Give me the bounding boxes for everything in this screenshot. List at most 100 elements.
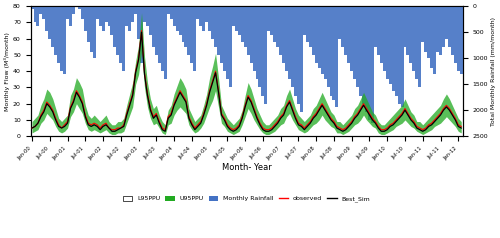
Bar xyxy=(276,6,279,47)
Bar xyxy=(110,6,114,35)
Bar xyxy=(285,6,288,71)
Bar xyxy=(46,6,48,30)
Bar xyxy=(149,6,152,35)
Bar xyxy=(282,6,285,63)
Bar xyxy=(66,6,69,19)
Bar xyxy=(374,6,377,47)
Bar xyxy=(36,6,40,26)
Bar xyxy=(172,6,176,26)
Bar xyxy=(78,6,81,10)
Bar xyxy=(353,6,356,79)
Bar xyxy=(164,6,166,79)
Bar xyxy=(158,6,161,63)
Bar xyxy=(69,6,72,26)
Bar xyxy=(348,6,350,63)
Bar xyxy=(368,6,371,120)
Bar xyxy=(48,6,51,39)
Bar xyxy=(377,6,380,55)
Bar xyxy=(57,6,60,63)
Bar xyxy=(330,6,332,95)
Bar xyxy=(445,6,448,39)
Bar xyxy=(306,6,309,42)
Bar xyxy=(202,6,205,30)
Bar xyxy=(371,6,374,123)
Bar xyxy=(140,6,143,63)
Bar xyxy=(240,6,244,42)
Bar xyxy=(332,6,336,100)
Bar xyxy=(268,6,270,30)
Bar xyxy=(365,6,368,112)
Bar xyxy=(235,6,238,30)
Bar xyxy=(220,6,223,63)
Bar xyxy=(226,6,229,79)
Bar xyxy=(232,6,235,26)
Bar xyxy=(92,6,96,58)
Bar xyxy=(238,6,240,35)
Bar xyxy=(128,6,131,30)
Bar xyxy=(359,6,362,95)
Bar xyxy=(430,6,433,68)
Bar xyxy=(457,6,460,71)
X-axis label: Month- Year: Month- Year xyxy=(222,163,272,172)
Bar xyxy=(116,6,119,55)
Bar xyxy=(200,6,202,26)
Bar xyxy=(388,6,392,84)
Bar xyxy=(42,6,45,19)
Bar xyxy=(256,6,258,79)
Legend: L95PPU, U95PPU, Monthly Rainfall, observed, Best_Sim: L95PPU, U95PPU, Monthly Rainfall, observ… xyxy=(120,193,373,204)
Bar xyxy=(433,6,436,74)
Bar xyxy=(102,6,104,30)
Bar xyxy=(386,6,388,79)
Bar xyxy=(54,6,57,55)
Bar xyxy=(134,6,137,14)
Bar xyxy=(223,6,226,71)
Bar xyxy=(410,6,412,63)
Bar xyxy=(166,6,170,14)
Bar xyxy=(250,6,252,63)
Bar xyxy=(229,6,232,87)
Bar xyxy=(131,6,134,22)
Bar xyxy=(270,6,274,35)
Bar xyxy=(60,6,63,71)
Bar xyxy=(350,6,353,71)
Bar xyxy=(356,6,359,87)
Bar xyxy=(460,6,462,74)
Bar xyxy=(326,6,330,87)
Bar xyxy=(143,6,146,22)
Bar xyxy=(84,6,87,30)
Bar xyxy=(104,6,108,22)
Bar xyxy=(196,6,200,19)
Bar xyxy=(96,6,98,19)
Bar xyxy=(398,6,400,104)
Bar xyxy=(442,6,445,47)
Bar xyxy=(176,6,178,30)
Bar xyxy=(40,6,42,14)
Bar xyxy=(436,6,439,52)
Bar xyxy=(194,6,196,71)
Bar xyxy=(392,6,394,91)
Bar xyxy=(63,6,66,74)
Bar xyxy=(300,6,303,112)
Bar xyxy=(406,6,410,55)
Bar xyxy=(246,6,250,55)
Bar xyxy=(342,6,344,47)
Bar xyxy=(274,6,276,42)
Bar xyxy=(188,6,190,55)
Bar xyxy=(454,6,457,63)
Bar xyxy=(52,6,54,47)
Bar xyxy=(170,6,172,19)
Bar xyxy=(451,6,454,55)
Bar xyxy=(205,6,208,22)
Bar xyxy=(214,6,217,47)
Bar xyxy=(344,6,348,55)
Bar xyxy=(394,6,398,95)
Bar xyxy=(114,6,116,47)
Bar xyxy=(422,6,424,42)
Bar xyxy=(146,6,149,26)
Bar xyxy=(87,6,90,42)
Bar xyxy=(244,6,246,47)
Bar xyxy=(208,6,211,30)
Y-axis label: Total Monthly Rainfall (mm/month): Total Monthly Rainfall (mm/month) xyxy=(491,17,496,126)
Bar xyxy=(314,6,318,63)
Bar xyxy=(338,6,342,39)
